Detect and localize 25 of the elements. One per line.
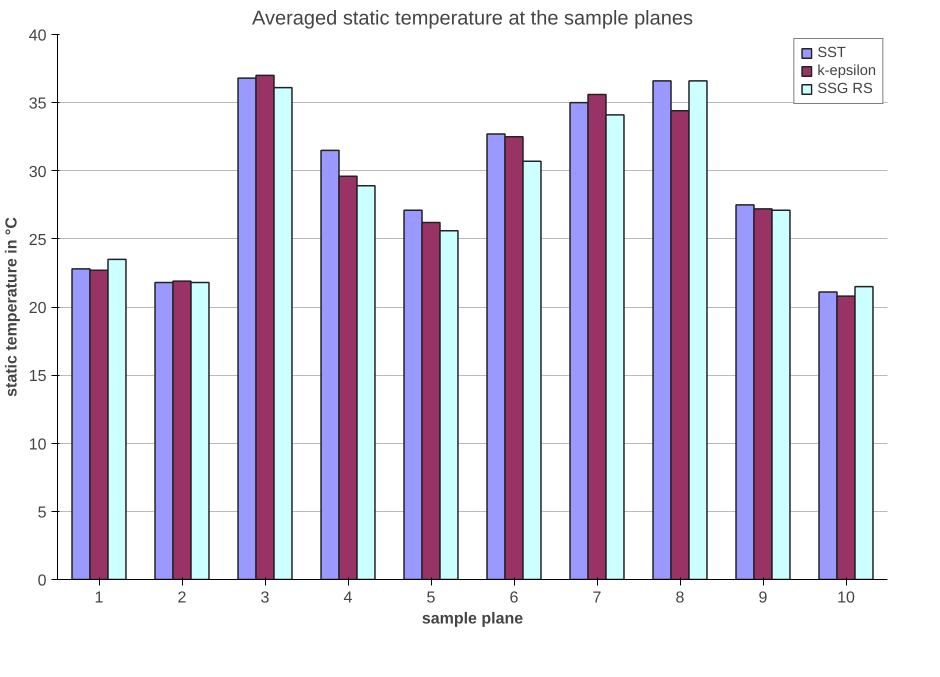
legend-label: SSG RS bbox=[817, 81, 873, 97]
x-tick-label: 7 bbox=[592, 590, 602, 606]
y-tick-label: 15 bbox=[28, 368, 47, 386]
x-tick-label: 5 bbox=[426, 590, 436, 606]
x-tick-label: 10 bbox=[837, 590, 855, 606]
x-axis-title: sample plane bbox=[422, 610, 524, 628]
y-tick-label: 25 bbox=[28, 232, 47, 249]
x-tick-label: 3 bbox=[260, 590, 270, 606]
legend-label: SST bbox=[817, 45, 846, 61]
y-tick-label: 5 bbox=[38, 504, 47, 522]
y-tick-label: 30 bbox=[28, 164, 47, 181]
x-tick-label: 8 bbox=[676, 590, 685, 606]
chart-title: Averaged static temperature at the sample planes bbox=[252, 8, 693, 30]
x-tick-label: 2 bbox=[178, 590, 187, 606]
y-tick-label: 0 bbox=[38, 572, 47, 590]
y-tick-label: 40 bbox=[28, 28, 47, 44]
y-axis-title: static temperature in °C bbox=[4, 216, 21, 397]
legend-label: k-epsilon bbox=[817, 63, 876, 79]
x-tick-label: 4 bbox=[344, 590, 353, 606]
y-tick-label: 20 bbox=[28, 300, 47, 317]
y-tick-label: 10 bbox=[28, 436, 47, 454]
x-tick-label: 9 bbox=[758, 590, 768, 606]
x-tick-label: 6 bbox=[510, 590, 519, 606]
y-tick-label: 35 bbox=[28, 96, 47, 113]
x-tick-label: 1 bbox=[94, 590, 104, 606]
